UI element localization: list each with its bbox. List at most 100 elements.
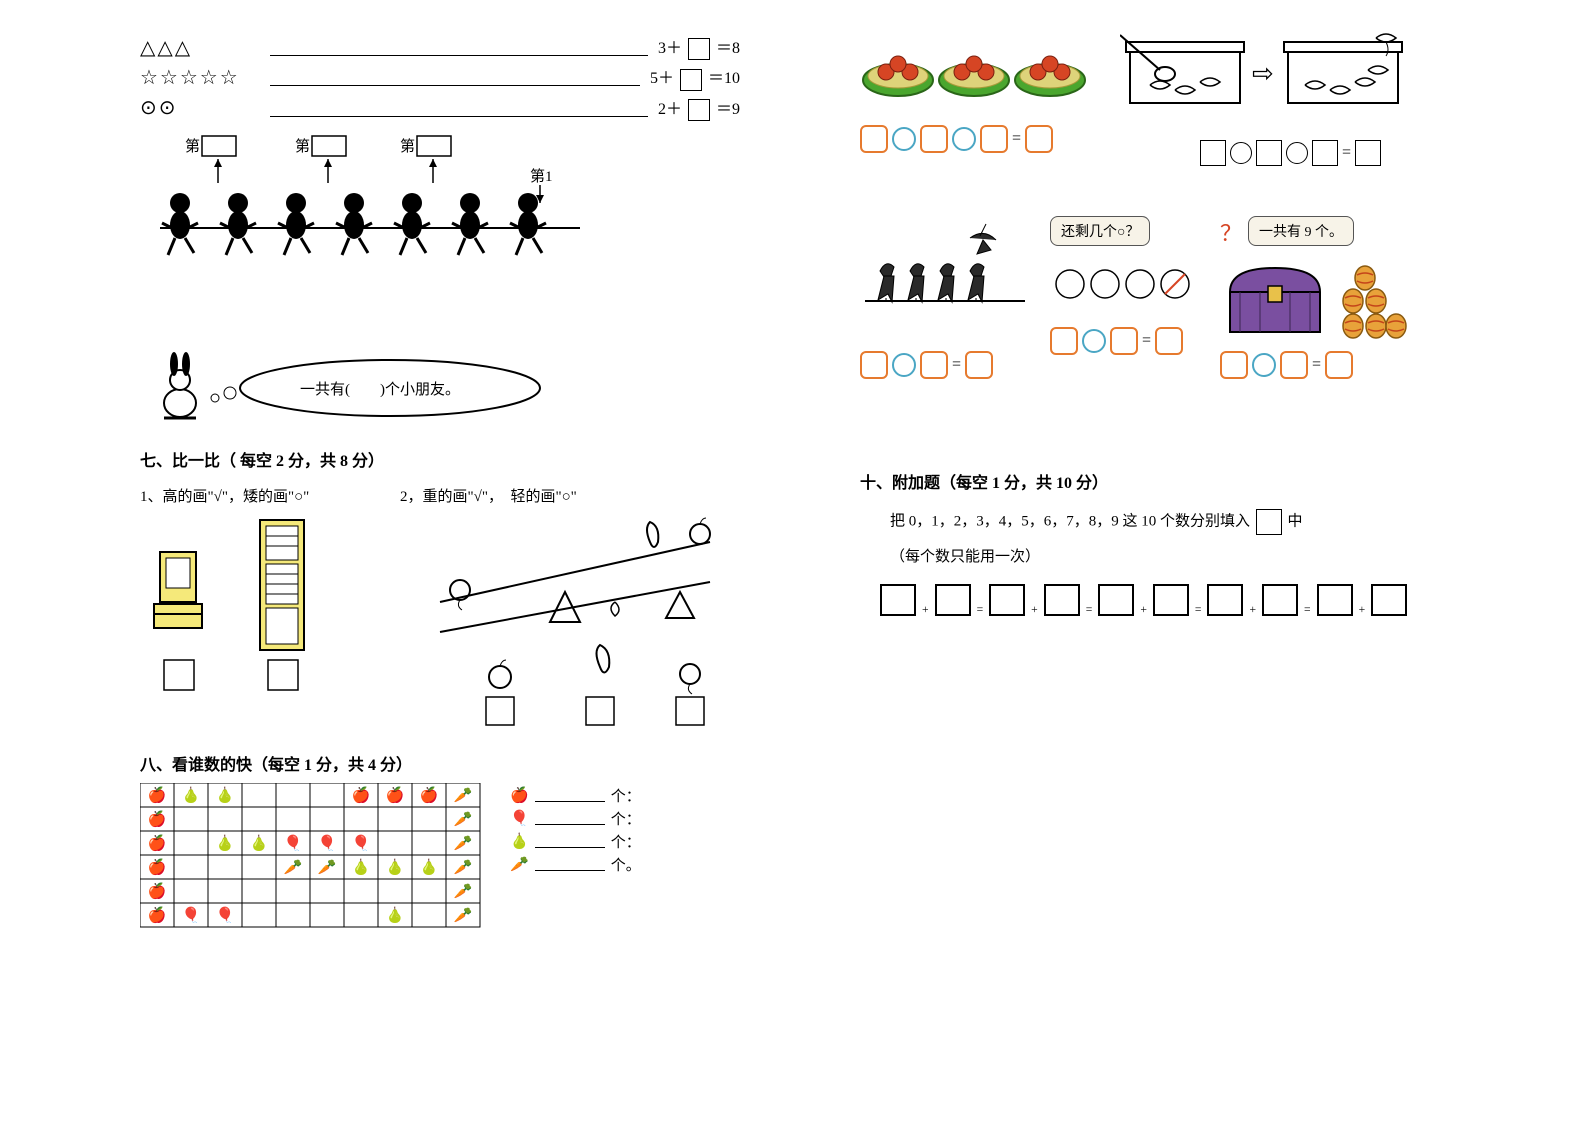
- count-blank-2[interactable]: [535, 811, 605, 825]
- eq2-left: 5＋: [650, 70, 674, 87]
- question-icon: ？: [1220, 216, 1242, 248]
- svg-text:🍐: 🍐: [386, 858, 405, 876]
- sw-box3[interactable]: [965, 351, 993, 379]
- apples-op[interactable]: [892, 127, 916, 151]
- svg-text:🍎: 🍎: [148, 857, 167, 876]
- eq2-box[interactable]: [680, 69, 702, 91]
- fish-box4[interactable]: [1355, 140, 1381, 166]
- svg-text:🍐: 🍐: [250, 834, 269, 852]
- b4[interactable]: [1044, 584, 1080, 616]
- svg-text:🎈: 🎈: [284, 833, 303, 852]
- svg-text:🥕: 🥕: [454, 810, 473, 828]
- count-suffix-1: 个：: [611, 785, 641, 806]
- shapes-circles: ⊙⊙: [140, 95, 260, 120]
- svg-text:🥕: 🥕: [454, 882, 473, 900]
- svg-text:🍎: 🍎: [148, 785, 167, 804]
- svg-text:第: 第: [400, 137, 415, 155]
- count-blank-3[interactable]: [535, 834, 605, 848]
- ch-box1[interactable]: [1220, 351, 1248, 379]
- svg-text:🍐: 🍐: [352, 858, 371, 876]
- eq2-right: ＝10: [708, 70, 740, 87]
- eq3-box[interactable]: [688, 99, 710, 121]
- svg-text:⇨: ⇨: [1252, 59, 1274, 88]
- svg-text:🍐: 🍐: [182, 786, 201, 804]
- apples-box4[interactable]: [1025, 125, 1053, 153]
- ci-box1[interactable]: [1050, 327, 1078, 355]
- apples-equation: =: [860, 125, 1090, 153]
- fish-box2[interactable]: [1256, 140, 1282, 166]
- section7-q2: 2，重的画"√"， 轻的画"○": [400, 485, 740, 506]
- svg-text:🎈: 🎈: [182, 905, 201, 924]
- fish-op[interactable]: [1230, 142, 1252, 164]
- sw-box2[interactable]: [920, 351, 948, 379]
- eq3-left: 2＋: [658, 101, 682, 118]
- chest-equation: =: [1220, 351, 1408, 379]
- fish-box3[interactable]: [1312, 140, 1338, 166]
- apples-box3[interactable]: [980, 125, 1008, 153]
- count-grid-figure: 🍎🍐🍐🍎🍎🍎🥕🍎🥕🍎🍐🍐🎈🎈🎈🥕🍎🥕🥕🍐🍐🍐🥕🍎🥕🍎🎈🎈🍐🥕: [140, 783, 490, 933]
- b7[interactable]: [1207, 584, 1243, 616]
- count-blank-1[interactable]: [535, 788, 605, 802]
- instruction-post: 中: [1288, 513, 1303, 529]
- eq-sign: =: [1012, 130, 1021, 148]
- svg-text:第: 第: [185, 137, 200, 155]
- apples-op2[interactable]: [952, 127, 976, 151]
- fish-box1[interactable]: [1200, 140, 1226, 166]
- b5[interactable]: [1098, 584, 1134, 616]
- svg-text:🍎: 🍎: [148, 881, 167, 900]
- count-blank-4[interactable]: [535, 857, 605, 871]
- svg-text:🍐: 🍐: [216, 786, 235, 804]
- eq3: 2＋ ＝9: [658, 95, 740, 121]
- eq1-box[interactable]: [688, 38, 710, 60]
- section10-instruction: 把 0，1，2，3，4，5，6，7，8，9 这 10 个数分别填入 中: [890, 509, 1447, 535]
- svg-text:🍐: 🍐: [420, 858, 439, 876]
- svg-text:🎈: 🎈: [318, 833, 337, 852]
- ch-box3[interactable]: [1325, 351, 1353, 379]
- ci-box2[interactable]: [1110, 327, 1138, 355]
- instruction-box: [1256, 509, 1282, 535]
- ch-box2[interactable]: [1280, 351, 1308, 379]
- b9[interactable]: [1317, 584, 1353, 616]
- b10[interactable]: [1371, 584, 1407, 616]
- shapes-stars: ☆☆☆☆☆: [140, 65, 260, 90]
- svg-text:🍎: 🍎: [148, 905, 167, 924]
- ci-op[interactable]: [1082, 329, 1106, 353]
- pear-icon: 🍐: [510, 832, 529, 851]
- blank-draw-2[interactable]: [270, 68, 640, 86]
- eq-sign: =: [1342, 144, 1351, 162]
- section7-q1: 1、高的画"√"，矮的画"○": [140, 485, 360, 506]
- circles-equation: =: [1050, 327, 1200, 355]
- svg-text:🍐: 🍐: [386, 906, 405, 924]
- swallows-figure: =: [860, 216, 1030, 379]
- fish-op2[interactable]: [1286, 142, 1308, 164]
- apples-box1[interactable]: [860, 125, 888, 153]
- chest-label: 一共有 9 个。: [1248, 216, 1354, 246]
- sw-box1[interactable]: [860, 351, 888, 379]
- apples-box2[interactable]: [920, 125, 948, 153]
- count-suffix-2: 个：: [611, 808, 641, 829]
- b2[interactable]: [935, 584, 971, 616]
- instruction-pre: 把 0，1，2，3，4，5，6，7，8，9 这 10 个数分别填入: [890, 513, 1250, 529]
- b6[interactable]: [1153, 584, 1189, 616]
- b1[interactable]: [880, 584, 916, 616]
- svg-text:🍐: 🍐: [216, 834, 235, 852]
- b8[interactable]: [1262, 584, 1298, 616]
- sw-op[interactable]: [892, 353, 916, 377]
- carrot-icon: 🥕: [510, 855, 529, 874]
- apple-plates-figure: =: [860, 30, 1090, 153]
- svg-text:🥕: 🥕: [318, 858, 337, 876]
- section10-note: （每个数只能用一次）: [890, 545, 1447, 566]
- ci-box3[interactable]: [1155, 327, 1183, 355]
- svg-text:第: 第: [295, 137, 310, 155]
- blank-draw-3[interactable]: [270, 99, 648, 117]
- blank-draw-1[interactable]: [270, 38, 648, 56]
- ch-op[interactable]: [1252, 353, 1276, 377]
- balloon-icon: 🎈: [510, 809, 529, 828]
- svg-text:一共有( )个小朋友。: 一共有( )个小朋友。: [300, 381, 460, 398]
- eq-sign: =: [1142, 332, 1151, 350]
- svg-text:🥕: 🥕: [454, 906, 473, 924]
- svg-text:🍎: 🍎: [148, 809, 167, 828]
- apple-icon: 🍎: [510, 786, 529, 805]
- section7-title: 七、比一比（ 每空 2 分，共 8 分）: [140, 447, 740, 471]
- b3[interactable]: [989, 584, 1025, 616]
